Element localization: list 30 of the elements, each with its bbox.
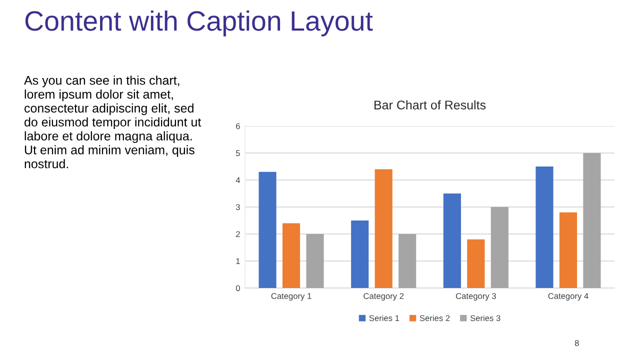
x-tick-label: Category 1 xyxy=(271,293,312,301)
legend-label: Series 3 xyxy=(470,314,500,322)
bar xyxy=(351,220,369,288)
text: Content with Caption Layout xyxy=(25,10,373,36)
x-tick-label: Category 4 xyxy=(548,293,588,301)
text: 8 xyxy=(574,340,579,346)
text: As you can see in this chart, lorem ipsum dolor sit amet, consectetur adipiscing elit, sed do eiusmod tempor incididunt ut labore et dolore magna aliqua. Ut enim ad minim veniam, quis nostrud. xyxy=(24,76,202,168)
bar xyxy=(536,166,554,288)
bar xyxy=(490,207,508,288)
legend-label: Series 1 xyxy=(369,314,400,322)
bar xyxy=(443,194,461,288)
y-tick-label: 2 xyxy=(236,231,240,238)
bar xyxy=(374,169,392,288)
bar xyxy=(306,234,324,288)
y-tick-label: 5 xyxy=(236,150,240,156)
legend-label: Series 2 xyxy=(420,314,450,322)
x-tick-label: Category 3 xyxy=(456,293,496,301)
x-tick-label: Category 2 xyxy=(364,293,404,301)
bar xyxy=(583,153,601,288)
bar xyxy=(398,234,416,288)
y-tick-label: 0 xyxy=(236,285,240,292)
bar xyxy=(467,239,485,288)
bar xyxy=(282,223,300,288)
chart-title: Bar Chart of Results xyxy=(374,100,486,110)
bar xyxy=(258,172,276,288)
y-tick-label: 4 xyxy=(236,177,240,184)
bar xyxy=(559,212,578,288)
y-tick-label: 1 xyxy=(236,258,240,264)
y-tick-label: 3 xyxy=(236,204,240,210)
y-tick-label: 6 xyxy=(236,123,240,130)
